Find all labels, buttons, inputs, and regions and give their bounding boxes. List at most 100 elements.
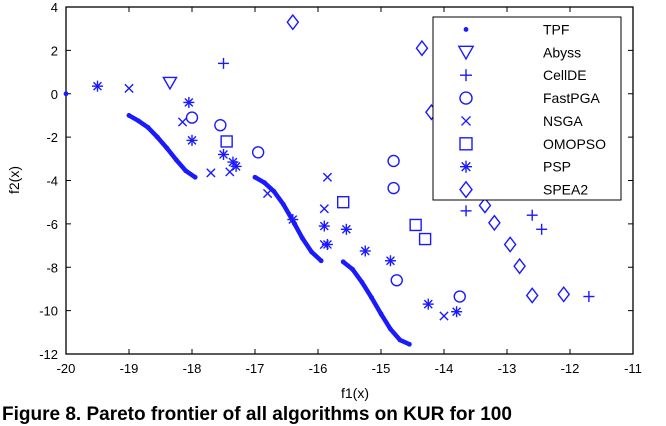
psp-point: [321, 238, 333, 250]
psp-point: [340, 223, 352, 235]
nsga-point: [262, 188, 273, 199]
x-tick-label: -16: [309, 361, 328, 376]
nsga-point: [439, 311, 449, 321]
axis-ticks: -20 -19 -18 -17 -16 -15 -14 -13 -12 -11 4 2 0 -2 -4 -6 -…: [39, 0, 642, 376]
omopso-point: [220, 135, 233, 148]
y-tick-label: -8: [46, 260, 58, 275]
spea2-point: [503, 236, 517, 253]
cellde-point: [536, 223, 548, 235]
legend-label: SPEA2: [543, 182, 588, 198]
legend: TPF Abyss CellDE FastPGA NSGA OMOPSO PSP SPEA2: [432, 16, 622, 201]
cellde-point: [583, 291, 595, 303]
legend-marker-cellde: [460, 69, 472, 82]
nsga-point: [177, 117, 188, 127]
legend-label: OMOPSO: [543, 136, 606, 152]
tpf-point: [271, 188, 277, 194]
psp-point: [422, 298, 434, 310]
fastpga-point: [387, 181, 400, 195]
spea2-point: [415, 39, 429, 57]
tpf-point: [173, 157, 179, 163]
y-tick-label: 4: [51, 0, 58, 15]
tpf-point: [318, 258, 324, 264]
tpf-point: [192, 174, 198, 180]
legend-box: [432, 16, 622, 201]
legend-label: PSP: [543, 159, 571, 175]
tpf-point: [340, 259, 346, 265]
omopso-point: [409, 218, 422, 232]
tpf-point: [280, 201, 286, 207]
tpf-point: [309, 249, 315, 255]
legend-marker-fastpga: [459, 91, 473, 105]
tpf-point: [145, 124, 151, 130]
tpf-point: [252, 174, 258, 180]
fastpga-point: [251, 146, 265, 159]
x-tick-label: -17: [246, 361, 265, 376]
tpf-point: [378, 311, 384, 317]
y-tick-label: -2: [46, 130, 58, 145]
spea2-point: [488, 214, 501, 232]
spea2-point: [286, 13, 300, 31]
abyss-point: [162, 76, 178, 91]
x-tick-label: -14: [435, 361, 454, 376]
psp-point: [186, 134, 198, 146]
psp-point: [230, 160, 242, 172]
tpf-point: [262, 180, 267, 186]
psp-point: [451, 306, 463, 318]
fastpga-point: [387, 154, 400, 168]
legend-label: Abyss: [543, 44, 581, 60]
series-points: [63, 13, 595, 347]
tpf-point: [63, 91, 69, 97]
x-tick-label: -18: [183, 361, 202, 376]
legend-marker-nsga: [461, 115, 471, 126]
tpf-point: [350, 267, 356, 272]
legend-label: FastPGA: [543, 90, 600, 106]
x-tick-label: -19: [120, 361, 139, 376]
tpf-point: [299, 235, 305, 241]
fastpga-point: [214, 118, 227, 132]
tpf-point: [369, 295, 374, 301]
y-axis-label: f2(x): [6, 166, 22, 194]
legend-label: CellDE: [543, 67, 587, 83]
tpf-point: [183, 168, 189, 174]
tpf-point: [136, 118, 141, 124]
legend-marker-psp: [460, 160, 472, 173]
psp-point: [384, 255, 396, 267]
x-tick-label: -15: [372, 361, 391, 376]
legend-label: NSGA: [543, 113, 583, 129]
x-axis-label: f1(x): [341, 385, 369, 401]
psp-point: [287, 214, 299, 226]
cellde-point: [218, 57, 229, 69]
nsga-point: [206, 168, 216, 178]
nsga-point: [124, 83, 134, 93]
omopso-point: [418, 232, 432, 246]
psp-point: [92, 80, 103, 92]
tpf-point: [164, 145, 170, 151]
legend-marker-abyss: [457, 45, 475, 61]
psp-point: [218, 148, 229, 160]
tpf-point: [126, 113, 132, 118]
psp-point: [183, 96, 195, 108]
tpf-point: [154, 134, 160, 140]
legend-marker-spea2: [459, 180, 473, 199]
tpf-point: [388, 326, 393, 332]
cellde-point: [460, 205, 472, 217]
y-tick-label: -6: [46, 217, 58, 232]
psp-point: [359, 245, 371, 257]
omopso-point: [337, 195, 350, 209]
tpf-point: [406, 341, 412, 347]
tpf-point: [397, 337, 403, 343]
spea2-point: [557, 286, 571, 303]
x-tick-label: -20: [57, 361, 76, 376]
y-tick-label: -4: [46, 174, 58, 189]
fastpga-point: [390, 274, 403, 287]
y-tick-label: -10: [39, 304, 58, 319]
legend-marker-tpf: [463, 27, 469, 32]
x-tick-label: -13: [498, 361, 517, 376]
y-tick-label: -12: [39, 347, 58, 362]
spea2-point: [513, 257, 526, 275]
spea2-point: [525, 287, 539, 304]
legend-label: TPF: [543, 21, 569, 37]
nsga-point: [322, 172, 333, 182]
y-tick-label: 2: [51, 43, 58, 58]
